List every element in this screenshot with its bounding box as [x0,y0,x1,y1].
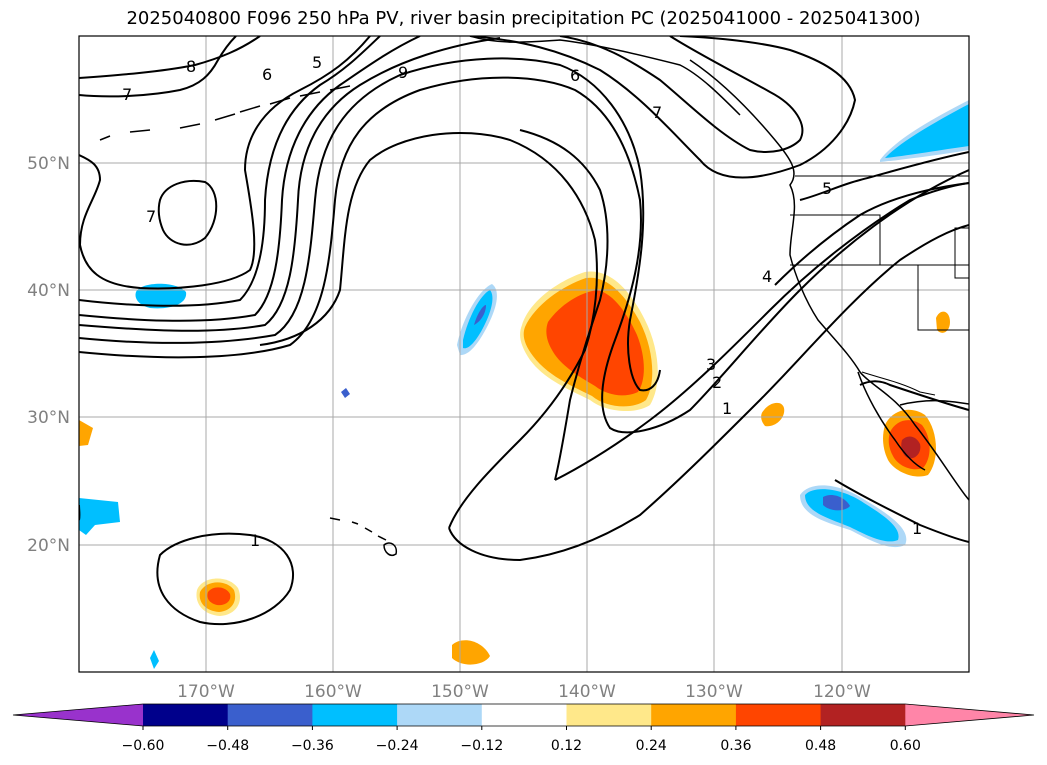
pv-contour-7-nw [79,36,237,98]
colorbar-tick-label: −0.60 [122,738,165,754]
lat-label-30n: 30°N [27,408,70,428]
precip-neg-159w [341,388,350,398]
precip-blob-148w-south [452,640,490,665]
precip-neg-150w-core [474,305,486,325]
colorbar: −0.60 −0.48 −0.36 −0.24 −0.12 0.12 0.24 0.36 0.4… [12,703,1035,754]
pv-contour-8 [79,36,261,79]
colorbar-swatch [143,704,229,726]
precip-blob-115w [936,311,950,333]
coast-baja [857,371,926,471]
lon-label-160w: 160°W [304,682,362,702]
contour-label: 2 [712,373,722,392]
pv-contour-3a [79,57,661,392]
precip-blob-sw-red [207,587,231,606]
colorbar-tick-label: 0.60 [890,738,921,754]
gridlines [79,36,969,672]
colorbar-tick-label: −0.36 [291,738,334,754]
map-frame [78,35,970,673]
colorbar-tick-label: 0.36 [720,738,751,754]
pv-contour-6-north [469,36,857,179]
precip-blob-west-edge [79,420,93,446]
pv-contour-2a [79,76,969,434]
border-us-mexico [861,371,936,396]
colorbar-tick-label: 0.24 [636,738,667,754]
colorbar-swatch [651,704,737,726]
lat-label-20n: 20°N [27,536,70,556]
colorbar-swatch [566,704,652,726]
border-states [790,214,969,331]
lat-label-40n: 40°N [27,281,70,301]
colorbar-swatch [481,704,567,726]
pv-contour-4a [79,37,501,332]
contour-label: 4 [762,267,772,286]
latitude-labels: 50°N 40°N 30°N 20°N [27,154,70,556]
contour-label: 1 [722,399,732,418]
colorbar-extend-high [905,704,1034,726]
contour-label: 6 [570,66,580,85]
pv-contour-5a [79,36,421,322]
colorbar-swatch [735,704,822,726]
contour-label: 5 [312,53,322,72]
colorbar-tick-label: −0.24 [376,738,419,754]
coast-gulf [899,400,969,406]
colorbar-tick-label: −0.48 [206,738,249,754]
map-content: 8 7 6 5 9 6 7 7 5 4 3 2 1 1 1 [79,36,969,672]
coast-north-america [689,59,969,501]
lon-label-150w: 150°W [431,682,489,702]
colorbar-swatch [820,704,906,726]
pv-contour-1-sw [156,532,295,626]
pv-contour-7-loop [79,36,371,290]
precip-blob-125w [761,402,785,427]
pv-contour-7-small-loop [157,180,218,246]
precip-shading [79,100,969,669]
pv-contour-4-canada [774,182,969,286]
map-panel [79,36,969,672]
precip-blob-mexico-dark [901,436,921,459]
lon-label-120w: 120°W [813,682,871,702]
colorbar-tick-label: −0.12 [460,738,503,754]
lon-label-140w: 140°W [558,682,616,702]
contour-label: 7 [146,207,156,226]
contour-label: 3 [706,355,716,374]
lat-label-50n: 50°N [27,154,70,174]
colorbar-swatch [312,704,398,726]
colorbar-tick-label: 0.12 [551,738,582,754]
precip-blob-central-red [546,290,644,396]
pv-contour-1-mexico [834,380,969,543]
contour-label: 9 [398,63,408,82]
precip-neg-westedge [79,498,120,535]
contour-label: 1 [912,519,922,538]
colorbar-extend-low [13,704,143,726]
precip-neg-canada-inner [885,104,969,158]
precip-neg-mexico-core [823,495,850,511]
colorbar-tick-label: 0.48 [805,738,836,754]
longitude-labels: 170°W 160°W 150°W 140°W 130°W 120°W [177,682,871,702]
colorbar-swatch [397,704,483,726]
contour-label: 1 [250,531,260,550]
contour-label: 8 [186,57,196,76]
coast-hawaii [329,517,398,557]
precip-neg-172w [150,650,159,669]
colorbar-swatch [227,704,313,726]
contour-label: 7 [652,103,662,122]
pv-contour-5-canada [799,151,969,201]
lon-label-170w: 170°W [177,682,235,702]
contour-label: 7 [122,85,132,104]
map-title: 2025040800 F096 250 hPa PV, river basin … [126,8,921,29]
lon-label-130w: 130°W [685,682,743,702]
pv-contour-7-north [559,36,804,153]
contour-label: 5 [822,179,832,198]
pv-contour-6a [79,36,381,307]
pv-contour-labels: 8 7 6 5 9 6 7 7 5 4 3 2 1 1 1 [122,53,922,550]
pv-contour-1-b [519,129,969,481]
contour-label: 6 [262,65,272,84]
